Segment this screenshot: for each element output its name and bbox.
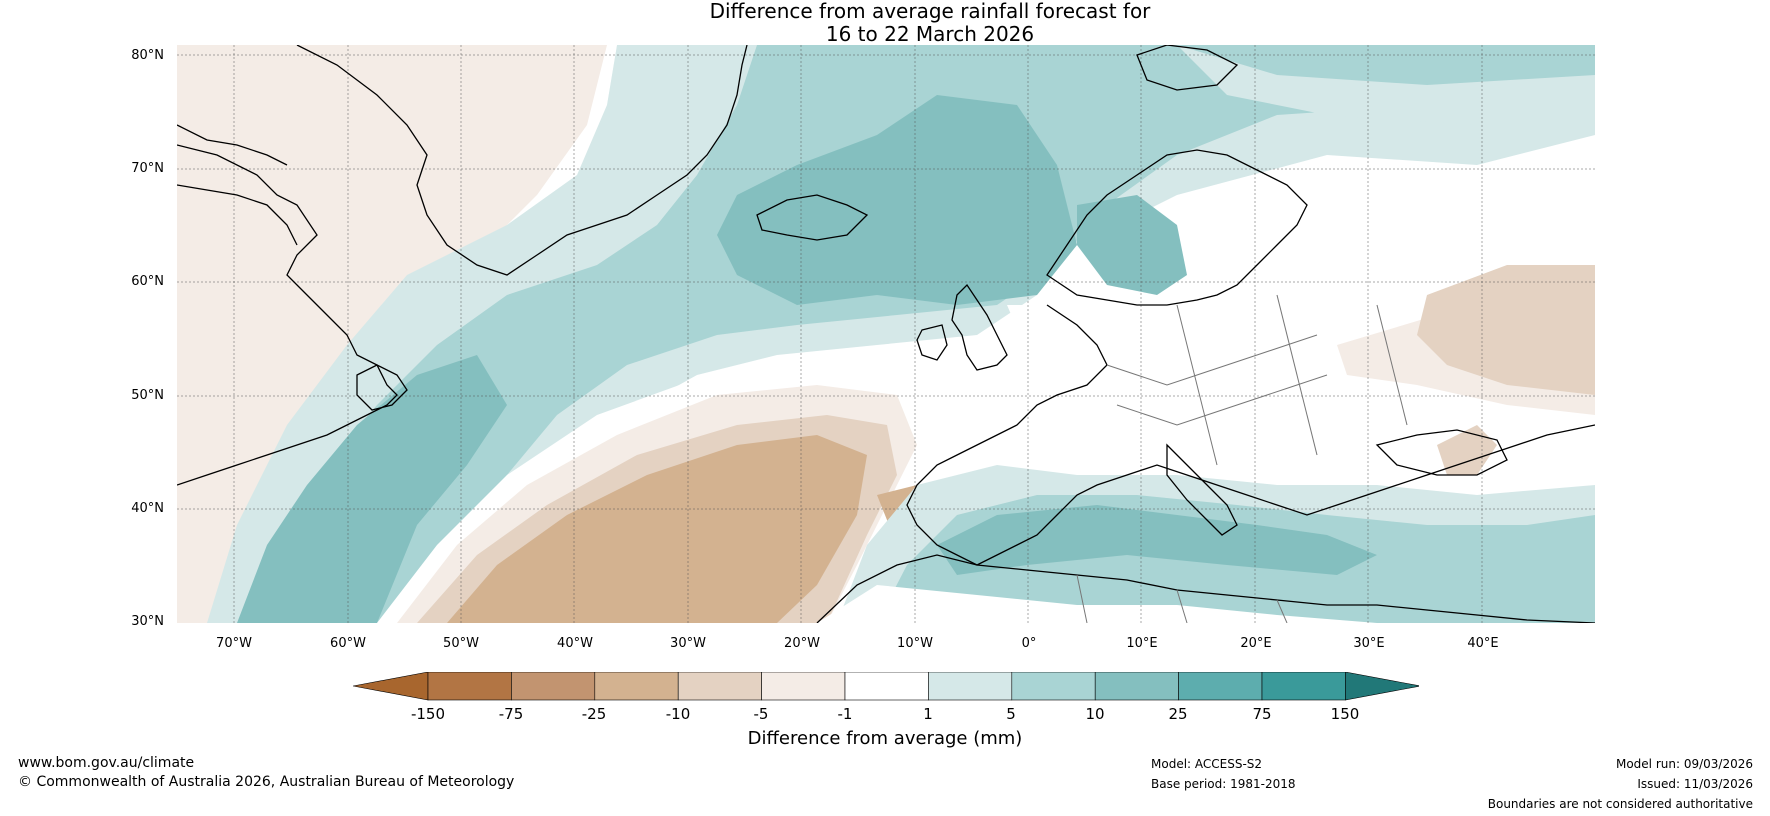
lon-label-20e: 20°E — [1240, 636, 1272, 651]
footer-model-run: Model run: 09/03/2026 — [1615, 757, 1753, 771]
north-africa-near-average — [817, 585, 1377, 623]
border-africa — [1076, 574, 1288, 623]
map-title-line2: 16 to 22 March 2026 — [825, 22, 1035, 46]
map-title: Difference from average rainfall forecas… — [0, 0, 1770, 46]
colorbar-tick-neg5: -5 — [753, 705, 769, 723]
lon-label-70w: 70°W — [216, 636, 252, 651]
coastline-svalbard — [1136, 45, 1239, 91]
colorbar-tick-150: 150 — [1330, 705, 1360, 723]
border-europe-2 — [1116, 374, 1328, 426]
colorbar-tick-1: 1 — [923, 705, 933, 723]
lon-label-30w: 30°W — [670, 636, 706, 651]
coastline-europe — [906, 304, 1595, 566]
lat-label-30n: 30°N — [131, 614, 164, 629]
newfoundland-wet-region — [237, 355, 507, 623]
footer-website: www.bom.gov.au/climate — [18, 755, 195, 771]
coastline-newfoundland — [356, 364, 408, 411]
colorbar-tick-10: 10 — [1085, 705, 1105, 723]
coastline-hudson — [177, 184, 298, 246]
atlantic-wet-core — [717, 95, 1077, 305]
border-europe-1 — [1106, 334, 1318, 386]
lat-label-80n: 80°N — [131, 48, 164, 63]
border-europe-4 — [1276, 294, 1318, 456]
colorbar-segment-6 — [844, 672, 929, 701]
footer-copyright: © Commonwealth of Australia 2026, Austra… — [18, 774, 515, 790]
lon-label-40e: 40°E — [1467, 636, 1499, 651]
coastline-great-britain — [951, 283, 1008, 371]
colorbar-segment-10 — [1178, 672, 1263, 701]
footer-model: Model: ACCESS-S2 — [1151, 757, 1263, 771]
lat-label-60n: 60°N — [131, 274, 164, 289]
colorbar-segment-3 — [594, 672, 679, 701]
russia-dry-region — [1417, 265, 1595, 395]
colorbar-segment-7 — [928, 672, 1013, 701]
colorbar-segment-8 — [1011, 672, 1096, 701]
colorbar — [353, 672, 1419, 701]
lon-label-0: 0° — [1021, 636, 1037, 651]
footer-base-period: Base period: 1981-2018 — [1151, 777, 1296, 791]
colorbar-tick-neg1: -1 — [837, 705, 853, 723]
border-europe-5 — [1376, 304, 1408, 426]
coastline-scandinavia — [1046, 149, 1308, 306]
colorbar-tick-neg10: -10 — [665, 705, 691, 723]
lon-label-60w: 60°W — [330, 636, 366, 651]
footer-issued: Issued: 11/03/2026 — [1637, 777, 1753, 791]
map-title-line1: Difference from average rainfall forecas… — [709, 0, 1151, 23]
coastline-greenland — [296, 45, 748, 276]
colorbar-segment-5 — [761, 672, 846, 701]
coastline-ireland — [916, 324, 948, 361]
colorbar-tick-neg150: -150 — [410, 705, 446, 723]
colorbar-tick-neg75: -75 — [498, 705, 524, 723]
colorbar-tick-neg25: -25 — [581, 705, 607, 723]
mid-atlantic-dry-strong — [447, 435, 867, 623]
footer-boundaries-note: Boundaries are not considered authoritat… — [1487, 797, 1753, 811]
coastline-baffin — [177, 124, 288, 166]
scandinavia-wet-core — [1077, 195, 1187, 295]
atlantic-wet-region-light — [207, 45, 1595, 623]
coastline-labrador — [177, 144, 398, 486]
lat-label-40n: 40°N — [131, 501, 164, 516]
mediterranean-wet-core — [937, 505, 1377, 575]
lon-label-30e: 30°E — [1353, 636, 1385, 651]
colorbar-label: Difference from average (mm) — [747, 728, 1023, 749]
lat-label-50n: 50°N — [131, 388, 164, 403]
lon-label-10w: 10°W — [897, 636, 933, 651]
colorbar-segment-9 — [1094, 672, 1179, 701]
coastline-black-sea — [1375, 429, 1508, 476]
border-europe-3 — [1176, 304, 1218, 466]
lon-label-20w: 20°W — [784, 636, 820, 651]
colorbar-arrow-low — [353, 672, 429, 701]
colorbar-segment-11 — [1261, 672, 1346, 701]
colorbar-segment-1 — [427, 672, 512, 701]
graticule — [177, 45, 1595, 623]
lon-label-10e: 10°E — [1126, 636, 1158, 651]
colorbar-tick-25: 25 — [1168, 705, 1188, 723]
colorbar-tick-5: 5 — [1006, 705, 1016, 723]
colorbar-segment-4 — [677, 672, 762, 701]
lat-label-70n: 70°N — [131, 161, 164, 176]
lon-label-40w: 40°W — [557, 636, 593, 651]
colorbar-tick-75: 75 — [1252, 705, 1272, 723]
lon-label-50w: 50°W — [443, 636, 479, 651]
country-borders — [1076, 294, 1408, 623]
map-canvas — [177, 45, 1595, 623]
colorbar-segment-2 — [511, 672, 596, 701]
rainfall-anomaly-map — [177, 45, 1595, 623]
coastline-iceland — [756, 194, 869, 241]
colorbar-arrow-high — [1345, 672, 1419, 701]
coastline-italy — [1166, 443, 1238, 536]
